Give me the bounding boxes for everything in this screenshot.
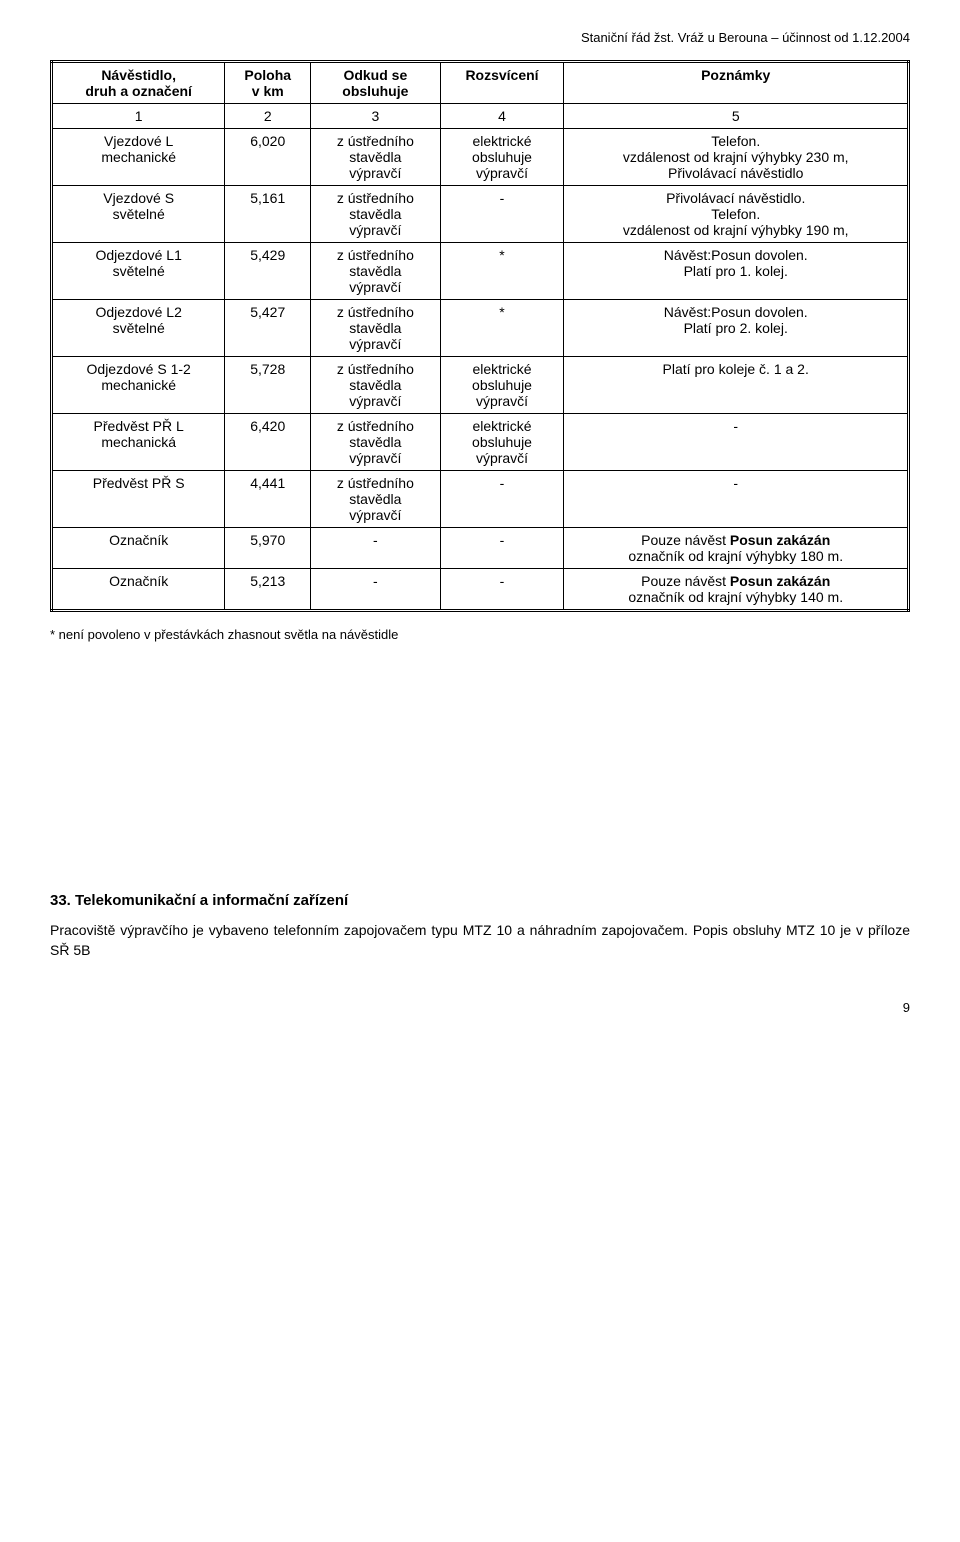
table-row: Vjezdové S světelné5,161z ústředního sta…	[52, 186, 909, 243]
cell-notes: Návěst:Posun dovolen. Platí pro 1. kolej…	[564, 243, 909, 300]
num-cell-1: 1	[52, 104, 225, 129]
table-row: Odjezdové S 1-2 mechanické5,728z ústředn…	[52, 357, 909, 414]
cell-light: -	[440, 569, 564, 611]
cell-km: 6,420	[225, 414, 311, 471]
signals-table: Návěstidlo, druh a označení Poloha v km …	[50, 60, 910, 612]
col-header-4: Rozsvícení	[440, 62, 564, 104]
col-header-5: Poznámky	[564, 62, 909, 104]
cell-source: z ústředního stavědla výpravčí	[311, 357, 440, 414]
cell-name: Vjezdové L mechanické	[52, 129, 225, 186]
bold-text: Posun zakázán	[730, 532, 830, 548]
bold-text: Posun zakázán	[730, 573, 830, 589]
cell-source: z ústředního stavědla výpravčí	[311, 471, 440, 528]
section-title: 33. Telekomunikační a informační zařízen…	[50, 892, 910, 909]
cell-notes: Návěst:Posun dovolen. Platí pro 2. kolej…	[564, 300, 909, 357]
cell-km: 5,429	[225, 243, 311, 300]
cell-km: 5,728	[225, 357, 311, 414]
cell-notes: Pouze návěst Posun zakázán označník od k…	[564, 528, 909, 569]
cell-name: Předvěst PŘ L mechanická	[52, 414, 225, 471]
cell-source: z ústředního stavědla výpravčí	[311, 186, 440, 243]
col-header-2: Poloha v km	[225, 62, 311, 104]
cell-notes: -	[564, 471, 909, 528]
cell-notes: Pouze návěst Posun zakázán označník od k…	[564, 569, 909, 611]
cell-notes: Platí pro koleje č. 1 a 2.	[564, 357, 909, 414]
cell-source: z ústředního stavědla výpravčí	[311, 129, 440, 186]
table-row: Předvěst PŘ S4,441z ústředního stavědla …	[52, 471, 909, 528]
cell-notes: Přivolávací návěstidlo. Telefon. vzdálen…	[564, 186, 909, 243]
cell-light: -	[440, 528, 564, 569]
cell-name: Označník	[52, 528, 225, 569]
cell-km: 5,161	[225, 186, 311, 243]
table-row: Označník5,213--Pouze návěst Posun zakázá…	[52, 569, 909, 611]
cell-light: *	[440, 243, 564, 300]
page-number: 9	[50, 1000, 910, 1015]
cell-light: elektrické obsluhuje výpravčí	[440, 414, 564, 471]
cell-light: elektrické obsluhuje výpravčí	[440, 357, 564, 414]
cell-km: 4,441	[225, 471, 311, 528]
cell-source: -	[311, 528, 440, 569]
table-row: Předvěst PŘ L mechanická6,420z ústředníh…	[52, 414, 909, 471]
table-row: Označník5,970--Pouze návěst Posun zakázá…	[52, 528, 909, 569]
num-cell-2: 2	[225, 104, 311, 129]
col-header-3: Odkud se obsluhuje	[311, 62, 440, 104]
cell-light: -	[440, 471, 564, 528]
cell-km: 6,020	[225, 129, 311, 186]
cell-km: 5,427	[225, 300, 311, 357]
col-header-1: Návěstidlo, druh a označení	[52, 62, 225, 104]
num-cell-5: 5	[564, 104, 909, 129]
table-row: Vjezdové L mechanické6,020z ústředního s…	[52, 129, 909, 186]
cell-name: Vjezdové S světelné	[52, 186, 225, 243]
cell-light: elektrické obsluhuje výpravčí	[440, 129, 564, 186]
num-cell-3: 3	[311, 104, 440, 129]
table-header-row: Návěstidlo, druh a označení Poloha v km …	[52, 62, 909, 104]
cell-km: 5,213	[225, 569, 311, 611]
cell-source: z ústředního stavědla výpravčí	[311, 243, 440, 300]
cell-name: Odjezdové L2 světelné	[52, 300, 225, 357]
doc-header: Staniční řád žst. Vráž u Berouna – účinn…	[50, 30, 910, 45]
cell-name: Předvěst PŘ S	[52, 471, 225, 528]
cell-name: Odjezdové L1 světelné	[52, 243, 225, 300]
cell-notes: Telefon. vzdálenost od krajní výhybky 23…	[564, 129, 909, 186]
cell-name: Označník	[52, 569, 225, 611]
cell-source: -	[311, 569, 440, 611]
cell-notes: -	[564, 414, 909, 471]
footnote: * není povoleno v přestávkách zhasnout s…	[50, 627, 910, 642]
cell-source: z ústředního stavědla výpravčí	[311, 414, 440, 471]
num-cell-4: 4	[440, 104, 564, 129]
table-row: Odjezdové L1 světelné5,429z ústředního s…	[52, 243, 909, 300]
cell-source: z ústředního stavědla výpravčí	[311, 300, 440, 357]
table-row: Odjezdové L2 světelné5,427z ústředního s…	[52, 300, 909, 357]
cell-light: *	[440, 300, 564, 357]
cell-light: -	[440, 186, 564, 243]
table-number-row: 1 2 3 4 5	[52, 104, 909, 129]
paragraph-body: Pracoviště výpravčího je vybaveno telefo…	[50, 921, 910, 960]
cell-name: Odjezdové S 1-2 mechanické	[52, 357, 225, 414]
cell-km: 5,970	[225, 528, 311, 569]
table-body: Vjezdové L mechanické6,020z ústředního s…	[52, 129, 909, 611]
